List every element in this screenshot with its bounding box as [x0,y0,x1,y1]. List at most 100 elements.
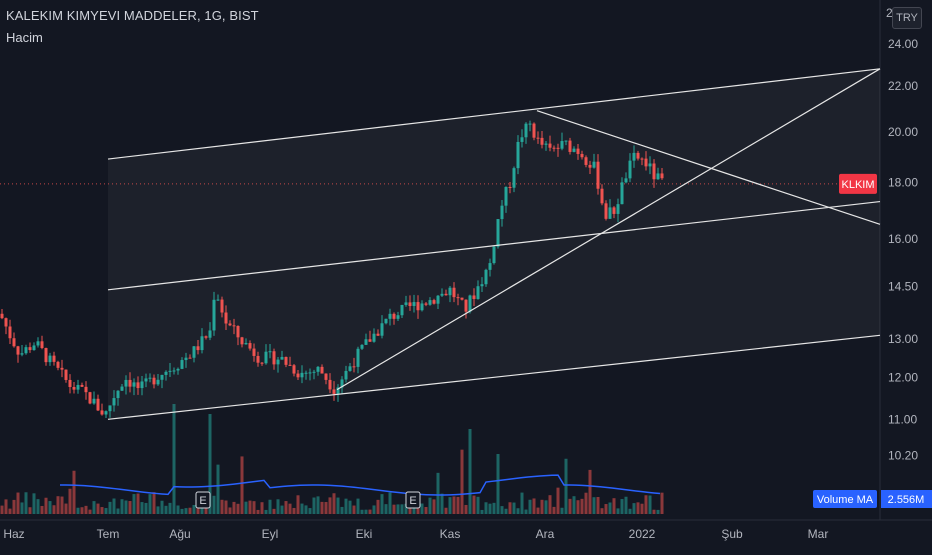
candle-body [436,295,440,304]
volume-bar [564,458,568,514]
volume-bar [260,502,264,514]
candle-body [160,374,164,380]
volume-bar [196,505,200,514]
candle-body [240,337,244,345]
candle-body [228,323,232,326]
volume-bar [244,501,248,514]
volume-bar [28,507,32,514]
channel-upper-line[interactable] [107,68,881,160]
candle-body [584,157,588,165]
earnings-marker-box[interactable] [195,491,211,509]
time-tick-label: Mar [808,527,829,541]
candle-body [592,161,596,168]
triangle-upper-line[interactable] [536,110,881,225]
volume-bar [40,505,44,514]
volume-bar [232,501,236,514]
volume-bar [312,497,316,514]
candle-body [144,378,148,382]
volume-bar [560,507,564,514]
volume-bar [8,508,12,514]
volume-bar [360,509,364,514]
volume-bar [636,502,640,514]
symbol-price-badge[interactable] [839,173,877,194]
volume-bar [540,499,544,514]
candle-body [216,299,220,301]
candle-body [24,347,28,354]
volume-bar [476,496,480,514]
currency-button[interactable]: TRY [892,7,922,29]
candle-body [284,356,288,365]
volume-bar [36,499,40,514]
channel-middle-line[interactable] [107,200,881,291]
volume-bar [480,509,484,514]
candle-body [276,359,280,365]
earnings-marker-label[interactable]: E [409,495,416,507]
candle-body [252,348,256,356]
volume-bar [104,508,108,514]
candle-body [168,370,172,372]
volume-bar [144,502,148,514]
volume-bar [168,502,172,514]
candle-body [180,360,184,369]
candle-body [580,153,584,158]
volume-bar [124,500,128,514]
volume-bar [44,497,48,514]
earnings-marker-label[interactable]: E [199,495,206,507]
price-tick-label: 14.50 [888,279,918,293]
volume-bar [488,503,492,514]
volume-bar [16,492,20,514]
volume-bar [296,495,300,514]
candle-body [464,299,468,312]
earnings-marker-box[interactable] [405,491,421,509]
candle-body [448,287,452,296]
volume-bar [292,507,296,514]
volume-bar [556,487,560,514]
candle-body [340,379,344,388]
volume-bar [80,507,84,514]
candle-body [656,173,660,180]
candle-body [172,370,176,372]
time-tick-label: Tem [97,527,120,541]
volume-bar [452,496,456,514]
volume-bar [112,498,116,514]
volume-bar [496,454,500,514]
candle-body [484,269,488,285]
candle-body [572,148,576,152]
volume-bar [372,505,376,514]
volume-bar [644,495,648,514]
candle-body [388,313,392,319]
volume-bar [400,504,404,514]
candle-body [320,366,324,374]
price-tick-label: 22.00 [888,79,918,93]
candle-body [548,143,552,148]
candle-body [116,390,120,399]
channel-lower-line[interactable] [107,334,881,420]
candle-body [324,373,328,380]
triangle-lower-line[interactable] [336,68,881,391]
candle-body [520,137,524,142]
volume-bar [612,498,616,514]
candle-body [332,389,336,394]
candle-body [604,203,608,219]
volume-bar [0,505,4,514]
volume-bar [248,500,252,514]
volume-indicator-label[interactable]: Hacim [6,30,43,45]
candle-body [232,325,236,327]
volume-bar [424,506,428,514]
volume-bar [508,502,512,514]
candle-body [52,355,56,362]
candle-body [608,207,612,219]
volume-bar [288,503,292,514]
candle-body [616,204,620,214]
candle-body [428,300,432,305]
volume-ma-legend-box[interactable] [813,490,877,508]
volume-bar [604,504,608,514]
volume-bar [240,456,244,514]
volume-bar [320,501,324,514]
candle-body [280,356,284,360]
volume-bar [544,500,548,514]
candle-body [312,371,316,373]
volume-bar [584,492,588,514]
